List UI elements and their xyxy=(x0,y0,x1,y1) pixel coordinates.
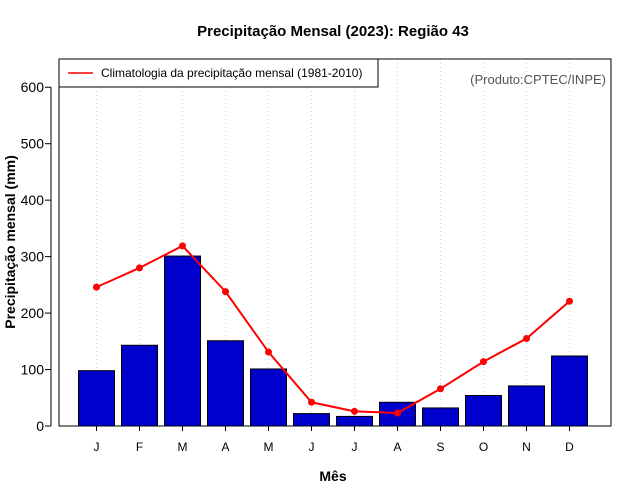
bar-series xyxy=(78,255,588,427)
x-tick-label: A xyxy=(393,440,401,454)
legend-label: Climatologia da precipitação mensal (198… xyxy=(101,66,362,80)
climatology-point-7 xyxy=(394,409,401,417)
bar-2 xyxy=(164,255,201,427)
bar-4 xyxy=(250,368,287,427)
climatology-point-4 xyxy=(265,348,272,356)
climatology-point-3 xyxy=(222,288,229,296)
y-tick-label: 500 xyxy=(21,136,45,152)
bar-6 xyxy=(336,415,373,427)
x-axis-label: Mês xyxy=(319,468,346,484)
x-tick-label: F xyxy=(136,440,143,454)
source-note: (Produto:CPTEC/INPE) xyxy=(470,72,606,87)
bar-3 xyxy=(207,340,244,427)
y-tick-label: 300 xyxy=(21,249,45,265)
y-tick-label: 400 xyxy=(21,192,45,208)
x-tick-label: J xyxy=(94,440,100,454)
y-tick-label: 200 xyxy=(21,305,45,321)
y-tick-label: 600 xyxy=(21,79,45,95)
x-tick-label: J xyxy=(352,440,358,454)
y-tick-label: 0 xyxy=(36,418,44,434)
x-tick-label: M xyxy=(264,440,274,454)
legend-box xyxy=(58,58,379,88)
climatology-point-10 xyxy=(523,334,530,342)
climatology-point-2 xyxy=(179,242,186,250)
bar-11 xyxy=(551,355,588,427)
climatology-point-8 xyxy=(437,385,444,393)
x-tick-label: A xyxy=(221,440,229,454)
x-tick-label: D xyxy=(565,440,574,454)
climatology-point-1 xyxy=(136,264,143,272)
x-tick-label: J xyxy=(309,440,315,454)
climatology-point-5 xyxy=(308,398,315,406)
climatology-line xyxy=(96,244,571,415)
bar-9 xyxy=(465,395,502,427)
y-axis: 0 100 200 300 400 500 600 xyxy=(21,79,52,434)
climatology-series xyxy=(93,242,573,417)
bar-8 xyxy=(422,407,459,427)
legend: Climatologia da precipitação mensal (198… xyxy=(58,58,379,88)
x-tick-label: M xyxy=(178,440,188,454)
x-tick-label: N xyxy=(522,440,531,454)
x-tick-label: O xyxy=(479,440,488,454)
bar-1 xyxy=(121,344,158,427)
climatology-point-6 xyxy=(351,407,358,415)
x-tick-label: S xyxy=(436,440,444,454)
y-tick-label: 100 xyxy=(21,362,45,378)
climatology-point-0 xyxy=(93,283,100,291)
climatology-point-9 xyxy=(480,358,487,366)
y-axis-label: Precipitação mensal (mm) xyxy=(2,155,18,329)
bar-10 xyxy=(508,385,545,427)
bar-0 xyxy=(78,370,115,427)
chart-title: Precipitação Mensal (2023): Região 43 xyxy=(197,23,469,40)
climatology-point-11 xyxy=(566,297,573,305)
bar-5 xyxy=(293,413,330,427)
